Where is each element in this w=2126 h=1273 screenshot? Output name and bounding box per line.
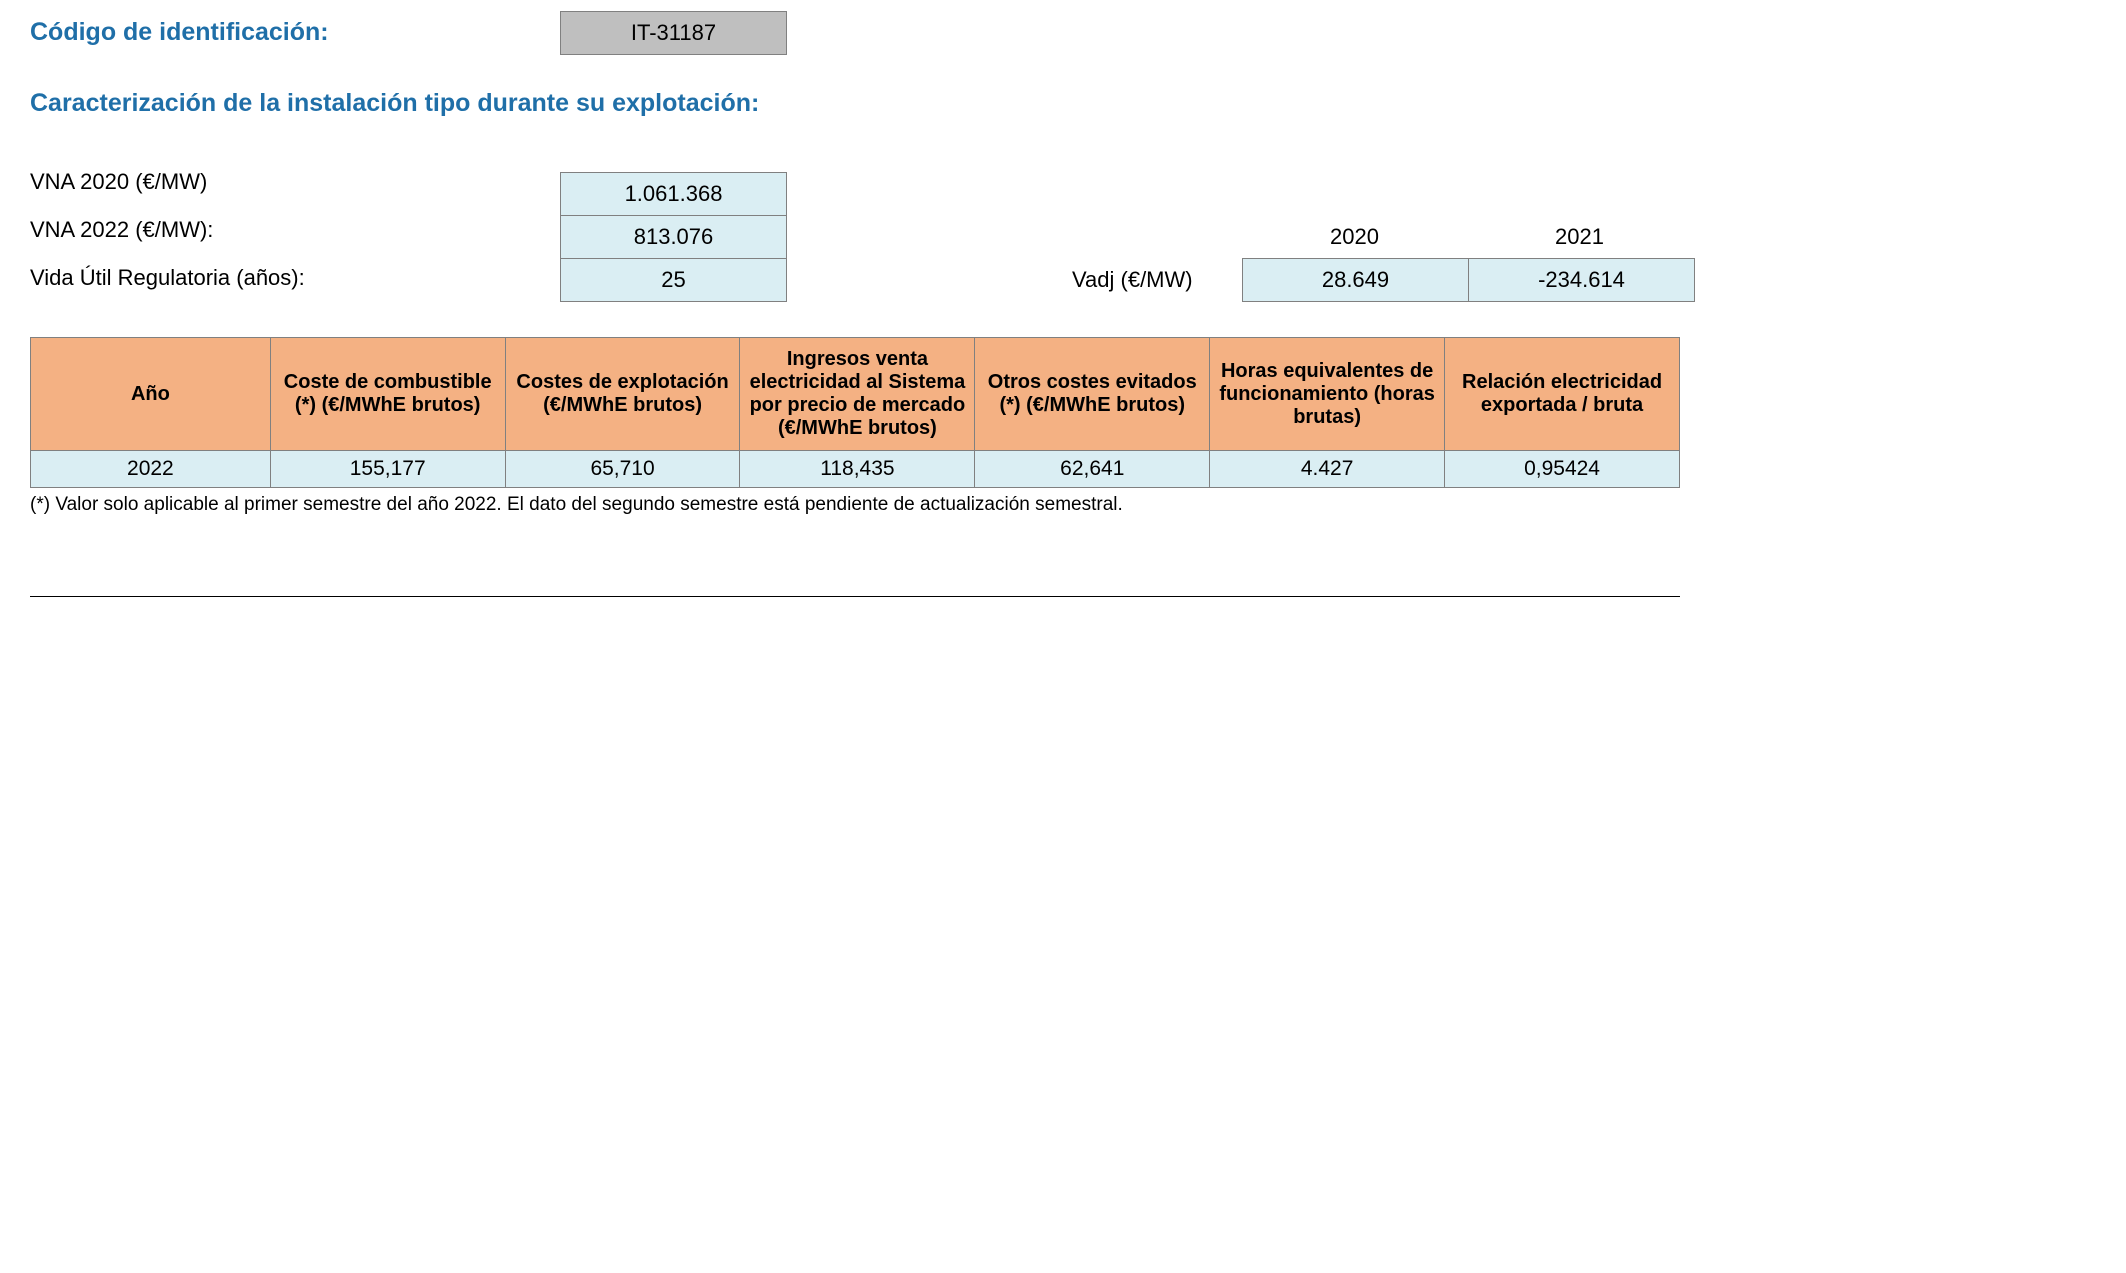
vadj-year2-value: -234.614 bbox=[1469, 258, 1695, 302]
td-ingresos: 118,435 bbox=[740, 451, 975, 488]
vadj-year1-value: 28.649 bbox=[1242, 258, 1469, 302]
td-relacion: 0,95424 bbox=[1445, 451, 1680, 488]
vadj-year2-header: 2021 bbox=[1467, 216, 1692, 258]
th-ingresos: Ingresos venta electricidad al Sistema p… bbox=[740, 338, 975, 451]
th-costes-exp: Costes de explotación (€/MWhE brutos) bbox=[505, 338, 740, 451]
vadj-year1-header: 2020 bbox=[1242, 216, 1467, 258]
vadj-label: Vadj (€/MW) bbox=[1072, 259, 1242, 301]
main-table: Año Coste de combustible (*) (€/MWhE bru… bbox=[30, 337, 1680, 488]
vna2022-value: 813.076 bbox=[560, 216, 787, 259]
codigo-label: Código de identificación: bbox=[30, 10, 560, 55]
codigo-value-box: IT-31187 bbox=[560, 11, 787, 55]
vna2022-label: VNA 2022 (€/MW): bbox=[30, 206, 560, 254]
td-otros: 62,641 bbox=[975, 451, 1210, 488]
vida-label: Vida Útil Regulatoria (años): bbox=[30, 254, 560, 302]
param-values-stack: 1.061.368 813.076 25 bbox=[560, 172, 787, 302]
td-coste-comb: 155,177 bbox=[270, 451, 505, 488]
th-coste-comb: Coste de combustible (*) (€/MWhE brutos) bbox=[270, 338, 505, 451]
th-otros: Otros costes evitados (*) (€/MWhE brutos… bbox=[975, 338, 1210, 451]
codigo-row: Código de identificación: IT-31187 bbox=[30, 10, 2096, 55]
vadj-block: x 2020 2021 Vadj (€/MW) 28.649 -234.614 bbox=[1072, 216, 1695, 302]
divider bbox=[30, 596, 1680, 597]
footnote: (*) Valor solo aplicable al primer semes… bbox=[30, 494, 2096, 516]
td-horas: 4.427 bbox=[1210, 451, 1445, 488]
td-costes-exp: 65,710 bbox=[505, 451, 740, 488]
th-ano: Año bbox=[31, 338, 271, 451]
table-row: 2022 155,177 65,710 118,435 62,641 4.427… bbox=[31, 451, 1680, 488]
vida-value: 25 bbox=[560, 259, 787, 302]
vna2020-value: 1.061.368 bbox=[560, 172, 787, 216]
td-ano: 2022 bbox=[31, 451, 271, 488]
caracterizacion-title: Caracterización de la instalación tipo d… bbox=[30, 89, 2096, 118]
vna2020-label: VNA 2020 (€/MW) bbox=[30, 158, 560, 206]
th-relacion: Relación electricidad exportada / bruta bbox=[1445, 338, 1680, 451]
table-header-row: Año Coste de combustible (*) (€/MWhE bru… bbox=[31, 338, 1680, 451]
th-horas: Horas equivalentes de funcionamiento (ho… bbox=[1210, 338, 1445, 451]
